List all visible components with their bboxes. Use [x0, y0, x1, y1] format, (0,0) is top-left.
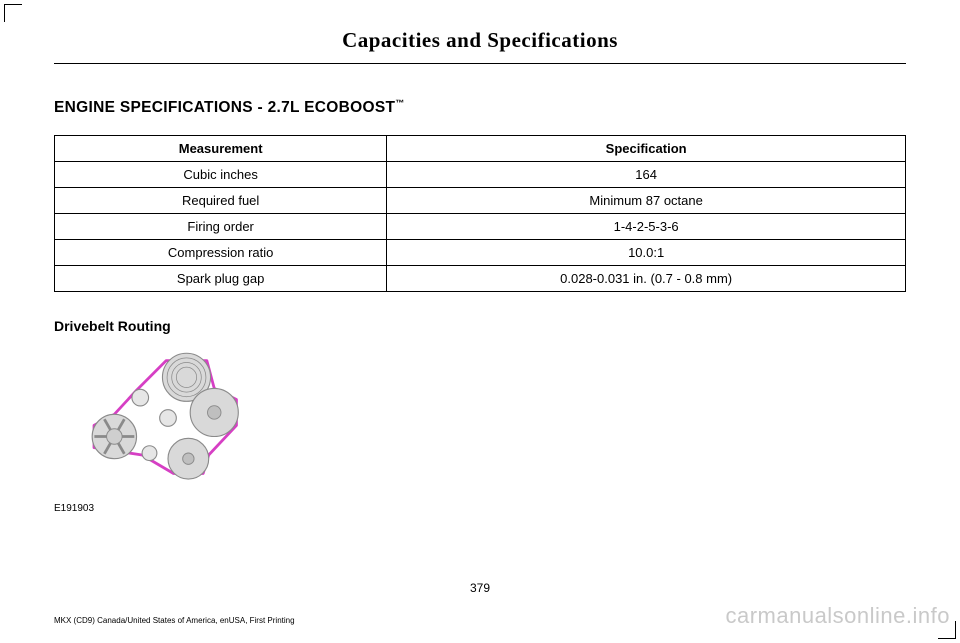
- cell-specification: 0.028-0.031 in. (0.7 - 0.8 mm): [387, 266, 906, 292]
- watermark: carmanualsonline.info: [725, 603, 950, 629]
- spec-table: Measurement Specification Cubic inches 1…: [54, 135, 906, 292]
- chapter-title: Capacities and Specifications: [54, 28, 906, 63]
- figure-label: E191903: [54, 503, 294, 514]
- header-measurement: Measurement: [55, 136, 387, 162]
- cell-measurement: Firing order: [55, 214, 387, 240]
- table-row: Required fuel Minimum 87 octane: [55, 188, 906, 214]
- cell-specification: 1-4-2-5-3-6: [387, 214, 906, 240]
- cell-measurement: Compression ratio: [55, 240, 387, 266]
- crop-mark-top-left: [4, 4, 22, 22]
- table-row: Cubic inches 164: [55, 162, 906, 188]
- section-title: ENGINE SPECIFICATIONS - 2.7L ECOBOOST™: [54, 98, 906, 117]
- table-row: Firing order 1-4-2-5-3-6: [55, 214, 906, 240]
- table-row: Compression ratio 10.0:1: [55, 240, 906, 266]
- table-row: Spark plug gap 0.028-0.031 in. (0.7 - 0.…: [55, 266, 906, 292]
- drivebelt-figure: E191903: [54, 344, 294, 514]
- trademark-symbol: ™: [395, 98, 404, 108]
- drivebelt-diagram: [68, 344, 268, 492]
- title-rule: [54, 63, 906, 64]
- page-number: 379: [0, 581, 960, 595]
- cell-measurement: Spark plug gap: [55, 266, 387, 292]
- cell-specification: 164: [387, 162, 906, 188]
- cell-measurement: Required fuel: [55, 188, 387, 214]
- table-header-row: Measurement Specification: [55, 136, 906, 162]
- cell-specification: Minimum 87 octane: [387, 188, 906, 214]
- cell-specification: 10.0:1: [387, 240, 906, 266]
- footer-text: MKX (CD9) Canada/United States of Americ…: [54, 616, 295, 625]
- section-title-text: ENGINE SPECIFICATIONS - 2.7L ECOBOOST: [54, 99, 395, 116]
- cell-measurement: Cubic inches: [55, 162, 387, 188]
- header-specification: Specification: [387, 136, 906, 162]
- drivebelt-heading: Drivebelt Routing: [54, 318, 906, 334]
